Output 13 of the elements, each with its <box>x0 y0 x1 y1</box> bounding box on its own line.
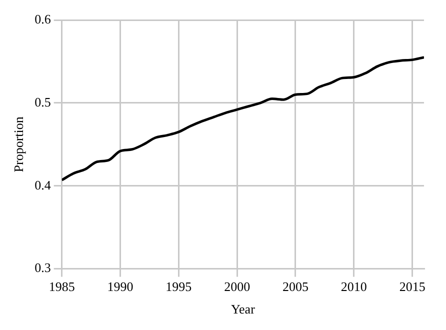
x-tick-label: 1990 <box>107 279 134 294</box>
x-tick-label: 2005 <box>282 279 308 294</box>
x-tick-label: 2000 <box>224 279 250 294</box>
y-tick-label: 0.4 <box>34 177 52 192</box>
x-axis-title: Year <box>230 302 256 317</box>
x-tick-label: 1995 <box>166 279 192 294</box>
y-tick-label: 0.3 <box>34 260 51 276</box>
x-tick-label: 1985 <box>48 279 75 294</box>
y-axis-title: Proportion <box>11 116 26 172</box>
x-tick-label: 2015 <box>399 279 426 294</box>
y-tick-label: 0.5 <box>34 94 51 110</box>
y-tick-label: 0.6 <box>34 11 52 26</box>
x-tick-label: 2010 <box>340 279 367 294</box>
